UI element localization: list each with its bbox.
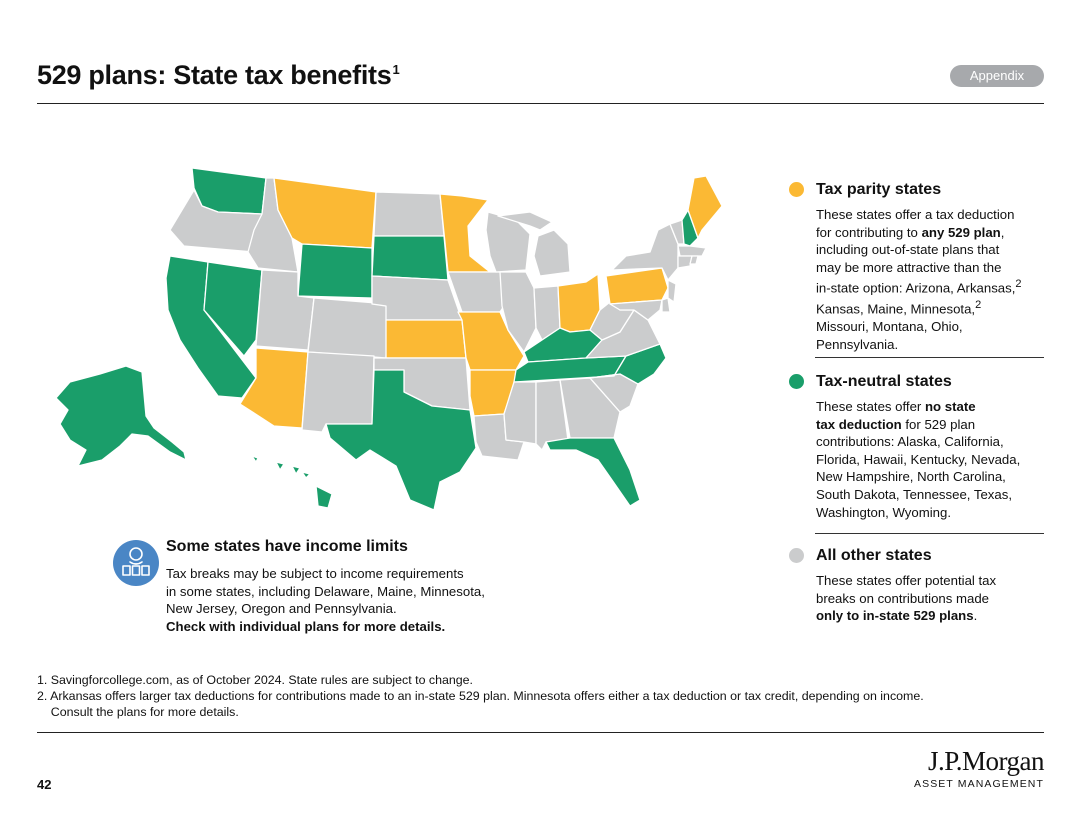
neutral-dot xyxy=(789,374,804,389)
state-pennsylvania xyxy=(605,267,669,305)
footnote-1: 1. Savingforcollege.com, as of October 2… xyxy=(37,673,473,687)
state-michigan xyxy=(497,211,571,277)
neutral-title: Tax-neutral states xyxy=(816,373,952,390)
brand-subtitle: ASSET MANAGEMENT xyxy=(913,778,1044,790)
state-nebraska xyxy=(371,275,463,321)
state-new-mexico xyxy=(301,351,375,433)
state-north-carolina xyxy=(585,343,667,385)
state-arizona xyxy=(239,347,309,429)
state-hawaii xyxy=(251,455,333,509)
other-title: All other states xyxy=(816,547,932,564)
income-limits-text: Tax breaks may be subject to income requ… xyxy=(166,566,485,634)
appendix-badge: Appendix xyxy=(950,65,1044,87)
state-delaware xyxy=(661,297,671,313)
page-title: 529 plans: State tax benefits1 xyxy=(37,60,400,90)
state-minnesota xyxy=(439,193,491,273)
state-nevada xyxy=(203,261,263,357)
footnote-2: 2. Arkansas offers larger tax deductions… xyxy=(37,689,924,703)
us-map xyxy=(55,167,723,511)
state-florida xyxy=(545,437,641,507)
footer-rule xyxy=(37,732,1044,733)
other-dot xyxy=(789,548,804,563)
state-wyoming xyxy=(297,243,373,299)
header-rule xyxy=(37,103,1044,104)
page-number: 42 xyxy=(37,777,52,792)
state-illinois xyxy=(499,271,537,353)
state-colorado xyxy=(307,297,389,359)
state-new-jersey xyxy=(667,279,677,303)
income-limits-title: Some states have income limits xyxy=(166,538,408,555)
state-maine xyxy=(687,175,723,239)
state-alaska xyxy=(55,365,187,467)
state-north-dakota xyxy=(373,191,445,237)
state-new-hampshire xyxy=(681,209,699,247)
parity-text: These states offer a tax deduction for co… xyxy=(816,207,1022,352)
state-connecticut xyxy=(677,255,693,269)
parity-dot xyxy=(789,182,804,197)
state-rhode-island xyxy=(689,255,699,265)
people-icon xyxy=(113,540,159,586)
footnote-2-cont: Consult the plans for more details. xyxy=(37,705,239,719)
brand-name: J.P.Morgan xyxy=(927,746,1045,776)
legend-separator xyxy=(815,357,1044,358)
legend-separator xyxy=(815,533,1044,534)
state-georgia xyxy=(559,377,621,439)
brand-logo: J.P.Morgan ASSET MANAGEMENT xyxy=(900,746,1045,790)
parity-title: Tax parity states xyxy=(816,181,942,198)
state-kansas xyxy=(385,319,467,359)
other-text: These states offer potential tax breaks o… xyxy=(816,573,997,624)
state-texas xyxy=(325,369,477,511)
state-south-dakota xyxy=(371,235,449,281)
neutral-text: These states offer no state tax deduction… xyxy=(816,399,1021,520)
state-massachusetts xyxy=(677,245,707,257)
